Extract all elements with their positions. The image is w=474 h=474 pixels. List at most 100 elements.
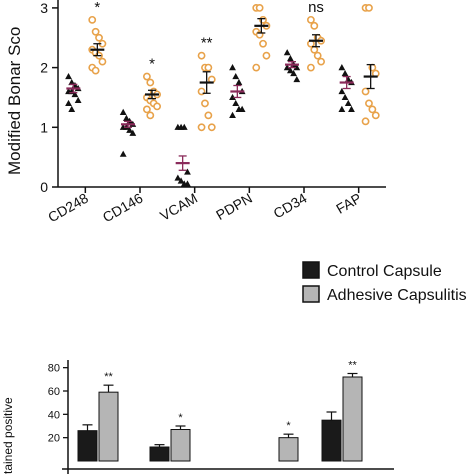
adhesive-point xyxy=(91,66,100,75)
adhesive-point xyxy=(91,27,100,36)
category-label: CD34 xyxy=(270,190,309,222)
y-tick-label: 20 xyxy=(48,433,60,445)
y-tick-label: 1 xyxy=(40,119,48,135)
legend-label-control: Control Capsule xyxy=(327,263,442,280)
control-point xyxy=(123,114,130,121)
y-tick-label: 0 xyxy=(40,179,48,195)
adhesive-point xyxy=(153,102,161,111)
significance-label: * xyxy=(258,0,264,4)
control-point xyxy=(229,111,236,118)
adhesive-point xyxy=(142,72,151,81)
y-ticks: 0 1 2 3 xyxy=(40,0,58,195)
y-ticks-bottom: 20 40 60 80 xyxy=(48,363,68,445)
significance-label: ns xyxy=(308,0,324,16)
axes xyxy=(57,0,386,188)
control-point xyxy=(65,99,72,107)
adhesive-point xyxy=(262,51,271,60)
adhesive-point xyxy=(95,33,103,42)
adhesive-point xyxy=(306,63,315,72)
control-point xyxy=(119,108,127,115)
control-point xyxy=(287,66,294,74)
y-tick-label: 40 xyxy=(48,409,60,421)
adhesive-point xyxy=(204,63,213,72)
control-bar xyxy=(321,419,342,462)
adhesive-point xyxy=(361,117,370,126)
adhesive-bar xyxy=(278,437,299,462)
y-axis-title: Modified Bonar Sco xyxy=(5,27,24,175)
adhesive-point xyxy=(361,87,370,96)
adhesive-point xyxy=(368,105,377,114)
adhesive-bar xyxy=(170,429,191,462)
category-label: CD248 xyxy=(45,190,91,226)
adhesive-point xyxy=(310,45,319,54)
category-label: PDPN xyxy=(213,190,255,223)
control-point xyxy=(290,69,297,77)
adhesive-bar xyxy=(98,391,119,462)
adhesive-point xyxy=(88,15,97,24)
category-label: CD146 xyxy=(100,190,146,226)
significance-label: ** xyxy=(104,371,113,383)
control-point xyxy=(344,99,352,107)
y-tick-label: 2 xyxy=(40,60,48,76)
adhesive-point xyxy=(142,105,151,114)
adhesive-point xyxy=(371,111,380,120)
adhesive-point xyxy=(252,63,261,72)
legend: Control Capsule Adhesive Capsulitis xyxy=(302,261,467,304)
adhesive-point xyxy=(317,57,325,66)
y-tick-label: 3 xyxy=(40,0,48,16)
significance-label: * xyxy=(94,0,100,16)
significance-labels: *****ns xyxy=(94,0,324,73)
adhesive-point xyxy=(365,4,373,12)
control-point xyxy=(287,55,294,62)
control-point xyxy=(229,93,236,101)
control-point xyxy=(238,105,246,112)
bars xyxy=(77,372,363,462)
control-point xyxy=(129,129,137,136)
adhesive-point xyxy=(204,111,213,120)
control-bar xyxy=(149,446,170,462)
control-point xyxy=(232,99,240,107)
control-point xyxy=(341,69,349,77)
control-point xyxy=(68,105,76,112)
adhesive-point xyxy=(310,21,319,30)
control-point xyxy=(283,49,291,56)
control-point xyxy=(229,64,236,71)
control-point xyxy=(235,78,243,86)
control-point xyxy=(68,78,76,86)
significance-label: * xyxy=(178,412,183,424)
adhesive-point xyxy=(259,39,267,48)
control-point xyxy=(341,93,349,101)
adhesive-point xyxy=(197,51,206,60)
legend-swatch-control xyxy=(302,261,320,279)
legend-label-adhesive: Adhesive Capsulitis xyxy=(327,287,467,304)
category-label: VCAM xyxy=(157,190,200,224)
control-point xyxy=(177,177,185,184)
y-tick-label: 80 xyxy=(48,363,60,375)
mean-bars xyxy=(66,18,378,171)
control-point xyxy=(293,75,301,83)
adhesive-point xyxy=(98,57,107,66)
category-label: FAP xyxy=(333,190,364,217)
control-point xyxy=(71,90,79,98)
control-point xyxy=(338,64,346,71)
y-tick-label: 60 xyxy=(48,386,60,398)
control-point xyxy=(293,64,301,71)
significance-label: * xyxy=(149,56,155,73)
control-point xyxy=(338,87,346,95)
adhesive-bar xyxy=(342,376,363,462)
control-point xyxy=(74,96,82,104)
control-point xyxy=(283,64,291,71)
control-bar xyxy=(77,430,98,462)
adhesive-point xyxy=(207,123,216,132)
adhesive-point xyxy=(365,99,373,108)
adhesive-point xyxy=(146,78,155,87)
adhesive-point xyxy=(313,51,322,60)
control-point xyxy=(184,168,191,175)
category-labels: CD248 CD146 VCAM PDPN CD34 FAP xyxy=(45,187,364,225)
control-point xyxy=(119,150,127,157)
adhesive-point xyxy=(146,111,155,120)
adhesive-point xyxy=(255,4,264,12)
control-point xyxy=(184,180,191,187)
control-point xyxy=(65,72,72,80)
